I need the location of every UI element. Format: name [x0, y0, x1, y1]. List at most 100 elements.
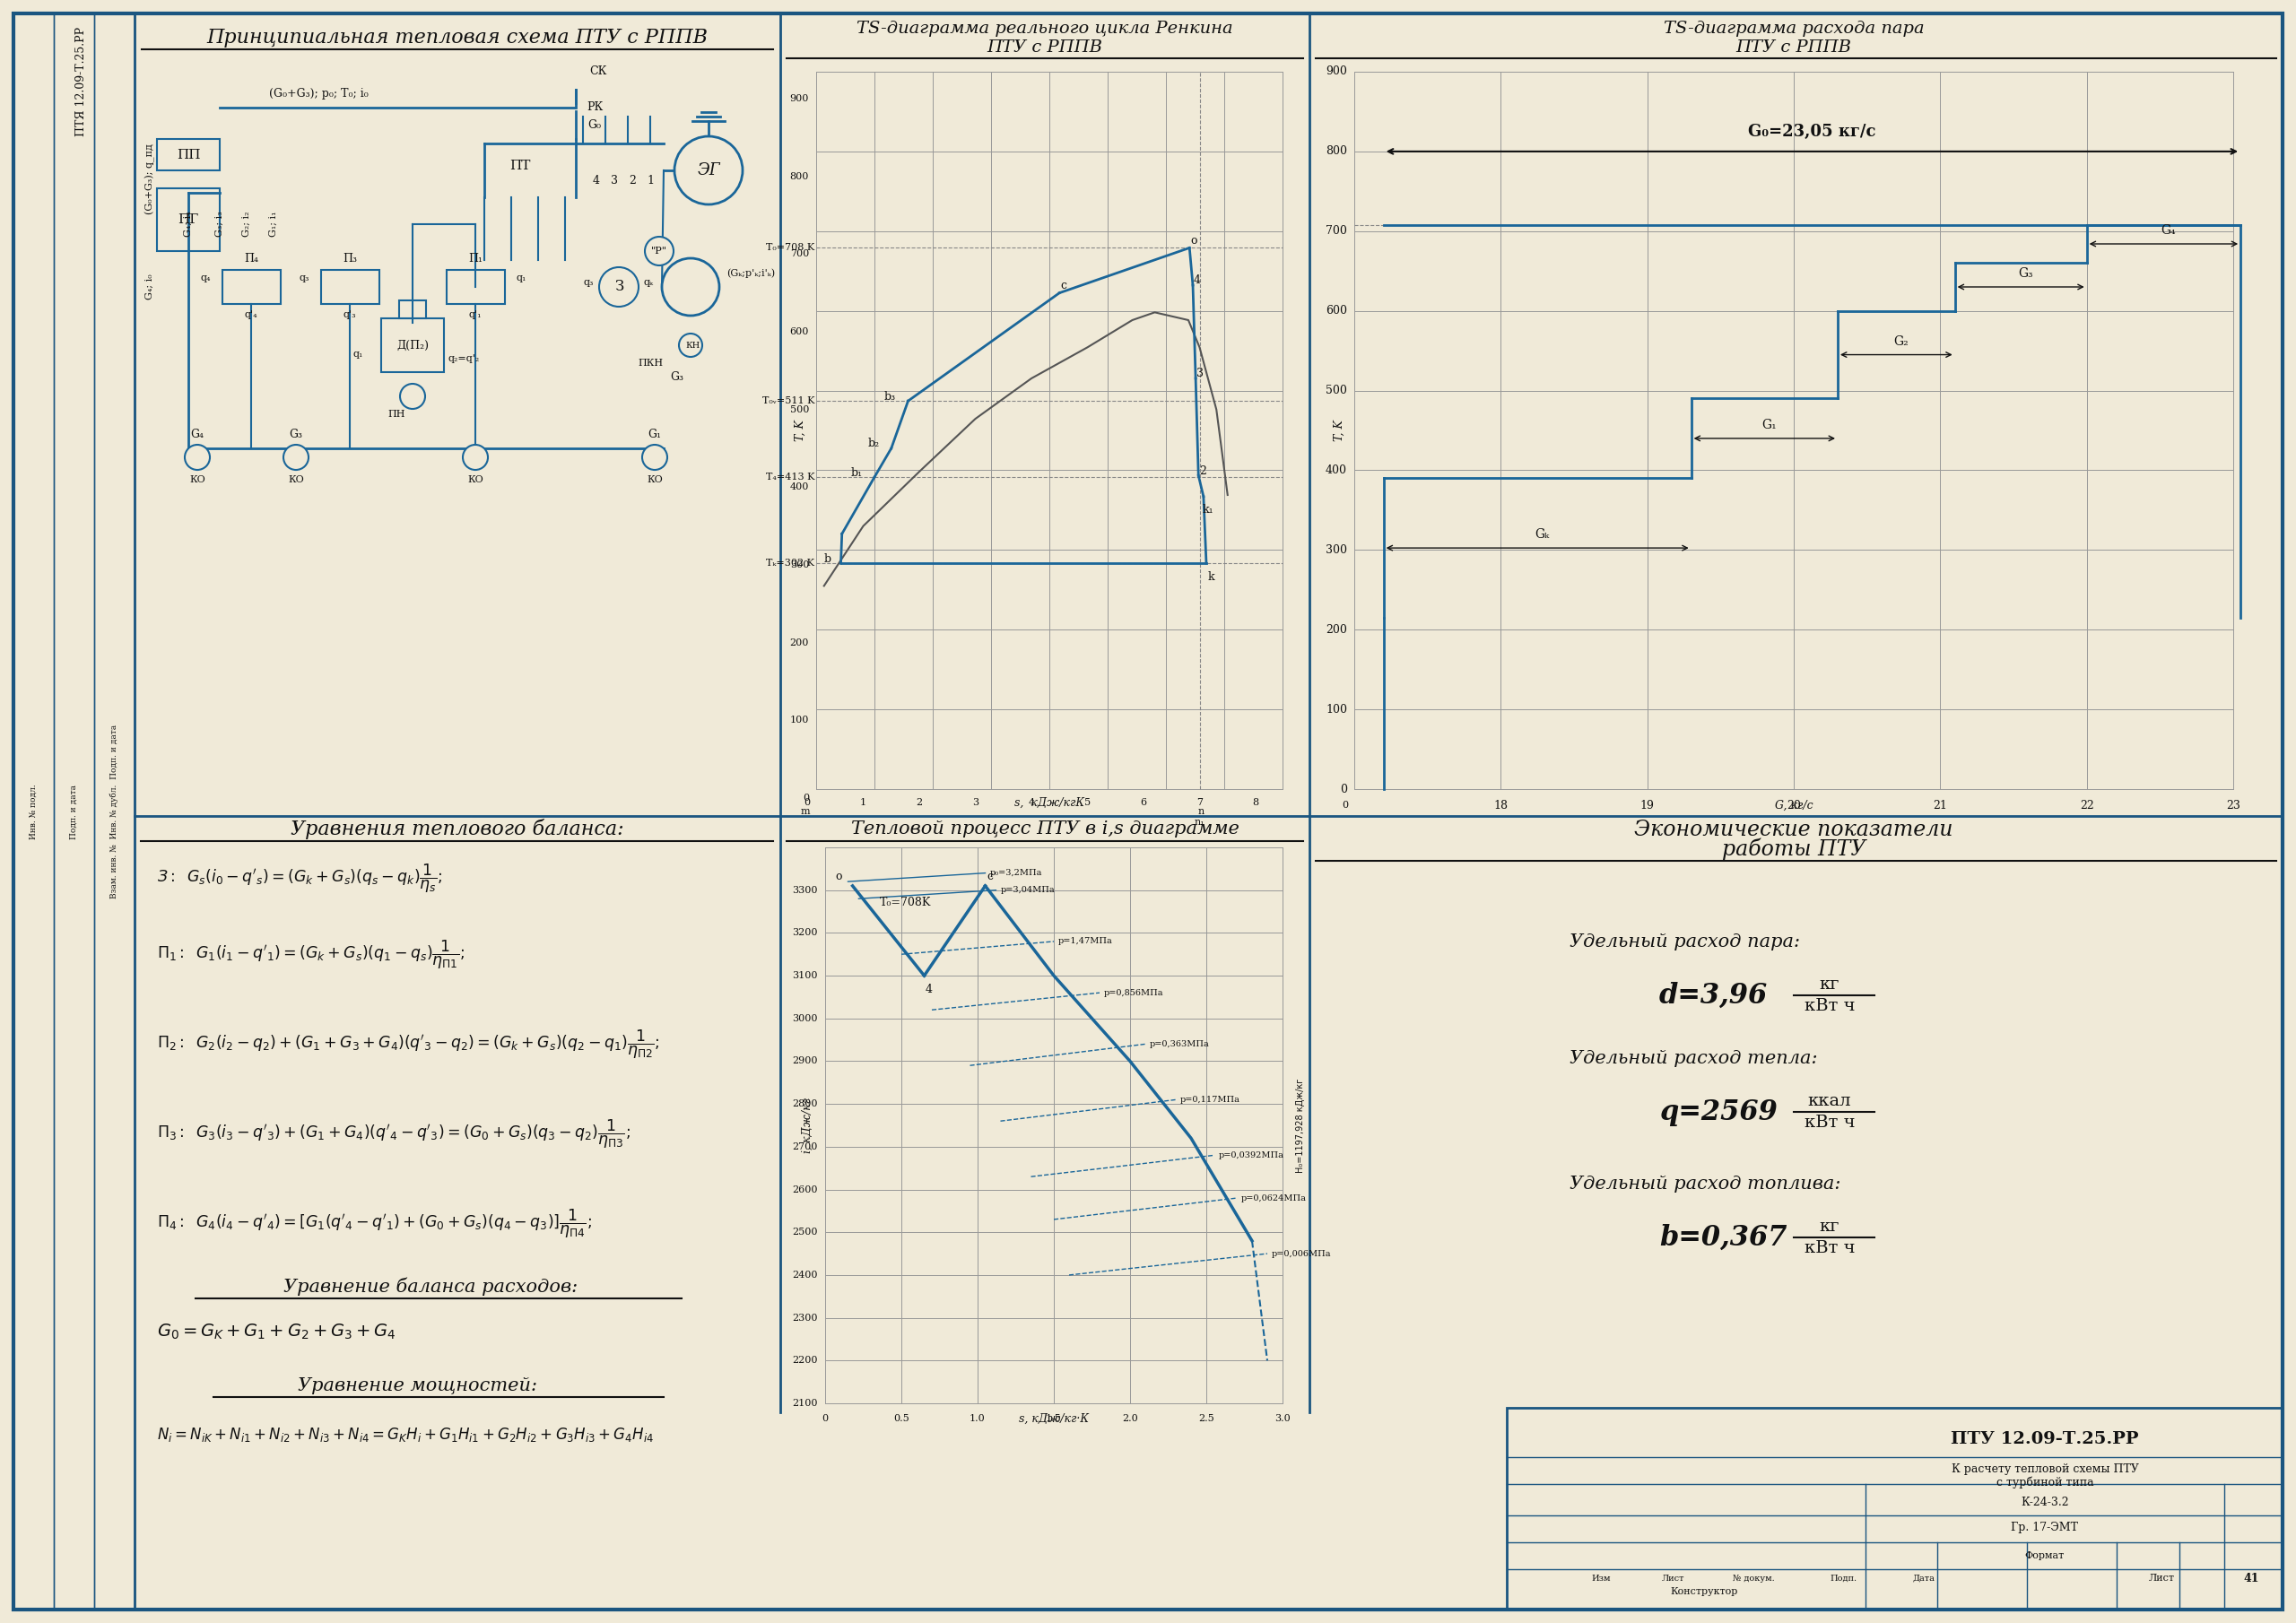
- Text: q₁: q₁: [354, 349, 363, 359]
- Text: q'₄: q'₄: [246, 310, 257, 320]
- Circle shape: [675, 136, 742, 204]
- Text: ПТУ с РППВ: ПТУ с РППВ: [987, 39, 1102, 55]
- Text: № докум.: № докум.: [1733, 1574, 1775, 1582]
- Text: p₀=3,2МПа: p₀=3,2МПа: [990, 868, 1042, 876]
- Text: TS-диаграмма расхода пара: TS-диаграмма расхода пара: [1662, 21, 1924, 37]
- Text: p=0,117МПа: p=0,117МПа: [1180, 1096, 1240, 1104]
- Text: p=0,363МПа: p=0,363МПа: [1150, 1040, 1210, 1048]
- Text: 1.0: 1.0: [969, 1414, 985, 1423]
- Text: 500: 500: [1325, 385, 1348, 396]
- Text: работы ПТУ: работы ПТУ: [1722, 837, 1867, 860]
- Circle shape: [282, 445, 308, 471]
- Text: Gₖ: Gₖ: [1534, 527, 1550, 540]
- Text: $\mathit{\Pi_4}\mathit{:}\;\;G_4(i_4 - q'_4) = [G_1(q'_4 - q'_1) + (G_0 + G_s)(q: $\mathit{\Pi_4}\mathit{:}\;\;G_4(i_4 - q…: [156, 1208, 592, 1240]
- Text: s, кДж/кг·К: s, кДж/кг·К: [1019, 1412, 1088, 1425]
- Text: Tₖ=302 K: Tₖ=302 K: [767, 558, 815, 568]
- Bar: [94, 13, 135, 1610]
- Text: Удельный расход пара:: Удельный расход пара:: [1570, 933, 1800, 949]
- Text: Лист: Лист: [2149, 1574, 2174, 1582]
- Text: Уравнения теплового баланса:: Уравнения теплового баланса:: [292, 820, 625, 839]
- Text: Подп. и дата: Подп. и дата: [69, 784, 78, 839]
- Text: 4: 4: [925, 984, 932, 995]
- Text: q₃: q₃: [298, 274, 310, 282]
- Text: q₄: q₄: [200, 274, 211, 282]
- Text: кг: кг: [1818, 1219, 1839, 1235]
- Text: ПТЯ 12.09-Т.25.РР: ПТЯ 12.09-Т.25.РР: [76, 28, 87, 136]
- Text: 8: 8: [1251, 799, 1258, 807]
- Bar: [400, 300, 427, 318]
- Text: П₄: П₄: [243, 253, 257, 265]
- Text: 0: 0: [804, 799, 810, 807]
- Bar: [448, 269, 505, 304]
- Text: 400: 400: [1325, 464, 1348, 476]
- Text: b₂: b₂: [868, 438, 879, 450]
- Text: 2.0: 2.0: [1123, 1414, 1139, 1423]
- Text: Принципиальная тепловая схема ПТУ с РППВ: Принципиальная тепловая схема ПТУ с РППВ: [207, 28, 707, 47]
- Text: 2.5: 2.5: [1199, 1414, 1215, 1423]
- Circle shape: [184, 445, 209, 471]
- Text: 3100: 3100: [792, 971, 817, 980]
- Text: G₄: G₄: [191, 428, 204, 441]
- Text: 3300: 3300: [792, 886, 817, 894]
- Bar: [14, 13, 53, 1610]
- Text: 3: 3: [1196, 368, 1203, 380]
- Bar: [53, 13, 94, 1610]
- Text: i, кДж/кг: i, кДж/кг: [801, 1097, 813, 1152]
- Text: q₁: q₁: [517, 274, 526, 282]
- Text: с турбиной типа: с турбиной типа: [1995, 1477, 2094, 1488]
- Text: 100: 100: [1325, 703, 1348, 716]
- Text: 300: 300: [790, 560, 808, 570]
- Text: G₄; i₀: G₄; i₀: [145, 274, 154, 300]
- Text: 900: 900: [790, 94, 808, 104]
- Text: Конструктор: Конструктор: [1669, 1587, 1738, 1595]
- Text: T₀=708 K: T₀=708 K: [765, 243, 815, 252]
- Text: 2700: 2700: [792, 1143, 817, 1151]
- Text: 23: 23: [2227, 800, 2241, 812]
- Text: p=0,0624МПа: p=0,0624МПа: [1242, 1195, 1306, 1203]
- Text: c: c: [1061, 279, 1068, 292]
- Text: Инв. № подл.: Инв. № подл.: [30, 784, 37, 839]
- Text: b=0,367: b=0,367: [1660, 1224, 1786, 1251]
- Text: 200: 200: [790, 638, 808, 648]
- Text: b₁: b₁: [850, 467, 863, 479]
- Text: c: c: [987, 872, 992, 883]
- Text: 300: 300: [1325, 544, 1348, 555]
- Text: 3: 3: [611, 175, 618, 187]
- Text: 400: 400: [790, 482, 808, 492]
- Text: Лист: Лист: [1662, 1574, 1683, 1582]
- Text: (Gₖ;p'ₖ;i'ₖ): (Gₖ;p'ₖ;i'ₖ): [726, 269, 776, 278]
- Text: 1: 1: [861, 799, 866, 807]
- Text: G₂: G₂: [1894, 334, 1908, 347]
- Text: ПКН: ПКН: [638, 359, 664, 368]
- Bar: [156, 188, 220, 252]
- Text: G, кг/с: G, кг/с: [1775, 800, 1814, 812]
- Text: 7: 7: [1196, 799, 1203, 807]
- Text: 1: 1: [647, 175, 654, 187]
- Text: ПТ: ПТ: [510, 159, 530, 172]
- Text: G₂; i₂: G₂; i₂: [241, 211, 250, 237]
- Circle shape: [680, 334, 703, 357]
- Text: Д(П₂): Д(П₂): [397, 339, 429, 351]
- Text: p=0,856МПа: p=0,856МПа: [1104, 988, 1164, 997]
- Text: 41: 41: [2243, 1573, 2259, 1584]
- Circle shape: [599, 268, 638, 307]
- Text: Гр. 17-ЭМТ: Гр. 17-ЭМТ: [2011, 1521, 2078, 1532]
- Text: КО: КО: [468, 476, 482, 484]
- Text: q₃: q₃: [583, 278, 595, 287]
- Text: 4: 4: [1194, 274, 1201, 287]
- Text: n₁: n₁: [1194, 818, 1205, 826]
- Text: ПТУ 12.09-Т.25.РР: ПТУ 12.09-Т.25.РР: [1952, 1431, 2140, 1448]
- Text: p=3,04МПа: p=3,04МПа: [1001, 886, 1054, 894]
- Text: TS-диаграмма реального цикла Ренкина: TS-диаграмма реального цикла Ренкина: [856, 21, 1233, 37]
- Text: T₀=708K: T₀=708K: [879, 898, 932, 909]
- Text: К расчету тепловой схемы ПТУ: К расчету тепловой схемы ПТУ: [1952, 1462, 2138, 1475]
- Bar: [381, 318, 443, 372]
- Text: o: o: [1192, 235, 1196, 247]
- Text: G₃: G₃: [289, 428, 303, 441]
- Text: КО: КО: [188, 476, 204, 484]
- Text: d=3,96: d=3,96: [1660, 982, 1768, 1010]
- Text: 2: 2: [916, 799, 923, 807]
- Text: $G_0 = G_K + G_1 + G_2 + G_3 + G_4$: $G_0 = G_K + G_1 + G_2 + G_3 + G_4$: [156, 1323, 397, 1341]
- Text: Удельный расход топлива:: Удельный расход топлива:: [1570, 1175, 1841, 1193]
- Text: q=2569: q=2569: [1660, 1099, 1777, 1126]
